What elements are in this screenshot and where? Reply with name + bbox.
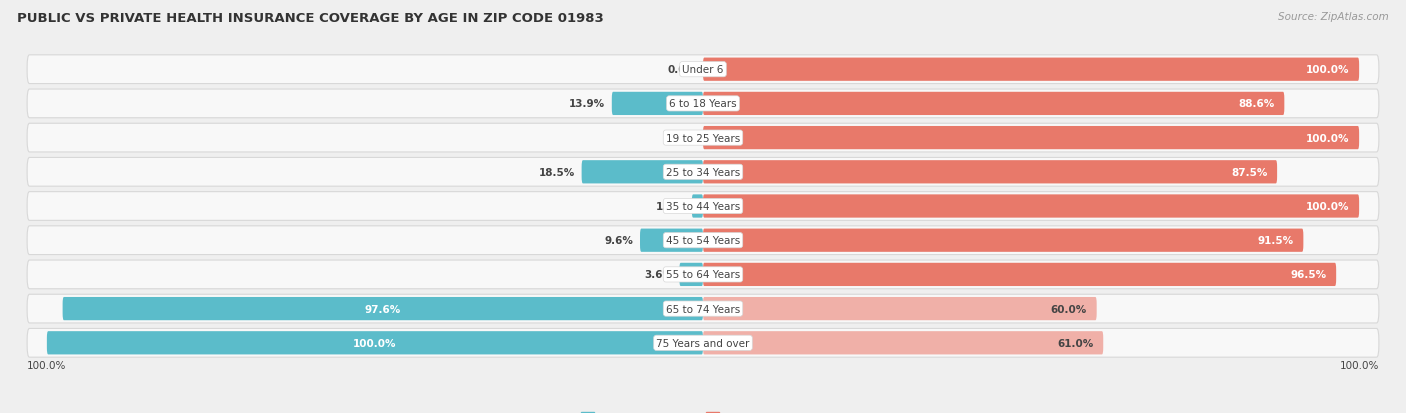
FancyBboxPatch shape [27,90,1379,119]
Text: 75 Years and over: 75 Years and over [657,338,749,348]
Text: 60.0%: 60.0% [1050,304,1087,314]
Text: 100.0%: 100.0% [1306,133,1350,143]
Text: 65 to 74 Years: 65 to 74 Years [666,304,740,314]
FancyBboxPatch shape [679,263,703,286]
FancyBboxPatch shape [703,127,1360,150]
FancyBboxPatch shape [703,297,1097,320]
Text: 55 to 64 Years: 55 to 64 Years [666,270,740,280]
Text: Source: ZipAtlas.com: Source: ZipAtlas.com [1278,12,1389,22]
Text: 100.0%: 100.0% [27,360,66,370]
FancyBboxPatch shape [703,263,1336,286]
Text: 3.6%: 3.6% [644,270,673,280]
Text: 25 to 34 Years: 25 to 34 Years [666,167,740,177]
FancyBboxPatch shape [703,195,1360,218]
Text: 19 to 25 Years: 19 to 25 Years [666,133,740,143]
FancyBboxPatch shape [27,226,1379,255]
Text: PUBLIC VS PRIVATE HEALTH INSURANCE COVERAGE BY AGE IN ZIP CODE 01983: PUBLIC VS PRIVATE HEALTH INSURANCE COVER… [17,12,603,25]
FancyBboxPatch shape [703,161,1277,184]
FancyBboxPatch shape [27,124,1379,152]
Text: 87.5%: 87.5% [1230,167,1267,177]
FancyBboxPatch shape [27,56,1379,84]
FancyBboxPatch shape [692,195,703,218]
FancyBboxPatch shape [27,261,1379,289]
Text: 45 to 54 Years: 45 to 54 Years [666,236,740,246]
Text: 1.7%: 1.7% [657,202,685,211]
Text: Under 6: Under 6 [682,65,724,75]
FancyBboxPatch shape [703,229,1303,252]
Text: 100.0%: 100.0% [1306,65,1350,75]
FancyBboxPatch shape [63,297,703,320]
FancyBboxPatch shape [703,331,1104,355]
FancyBboxPatch shape [703,58,1360,82]
Text: 35 to 44 Years: 35 to 44 Years [666,202,740,211]
Text: 88.6%: 88.6% [1239,99,1274,109]
Text: 100.0%: 100.0% [1340,360,1379,370]
Text: 61.0%: 61.0% [1057,338,1094,348]
Text: 13.9%: 13.9% [569,99,605,109]
Text: 0.0%: 0.0% [668,133,696,143]
Text: 0.0%: 0.0% [668,65,696,75]
FancyBboxPatch shape [27,294,1379,323]
Text: 97.6%: 97.6% [364,304,401,314]
FancyBboxPatch shape [27,158,1379,187]
FancyBboxPatch shape [640,229,703,252]
Text: 100.0%: 100.0% [353,338,396,348]
Text: 9.6%: 9.6% [605,236,634,246]
FancyBboxPatch shape [582,161,703,184]
FancyBboxPatch shape [46,331,703,355]
Legend: Public Insurance, Private Insurance: Public Insurance, Private Insurance [576,408,830,413]
FancyBboxPatch shape [27,192,1379,221]
Text: 18.5%: 18.5% [538,167,575,177]
FancyBboxPatch shape [27,329,1379,357]
Text: 96.5%: 96.5% [1291,270,1326,280]
Text: 6 to 18 Years: 6 to 18 Years [669,99,737,109]
FancyBboxPatch shape [703,93,1284,116]
Text: 100.0%: 100.0% [1306,202,1350,211]
FancyBboxPatch shape [612,93,703,116]
Text: 91.5%: 91.5% [1257,236,1294,246]
